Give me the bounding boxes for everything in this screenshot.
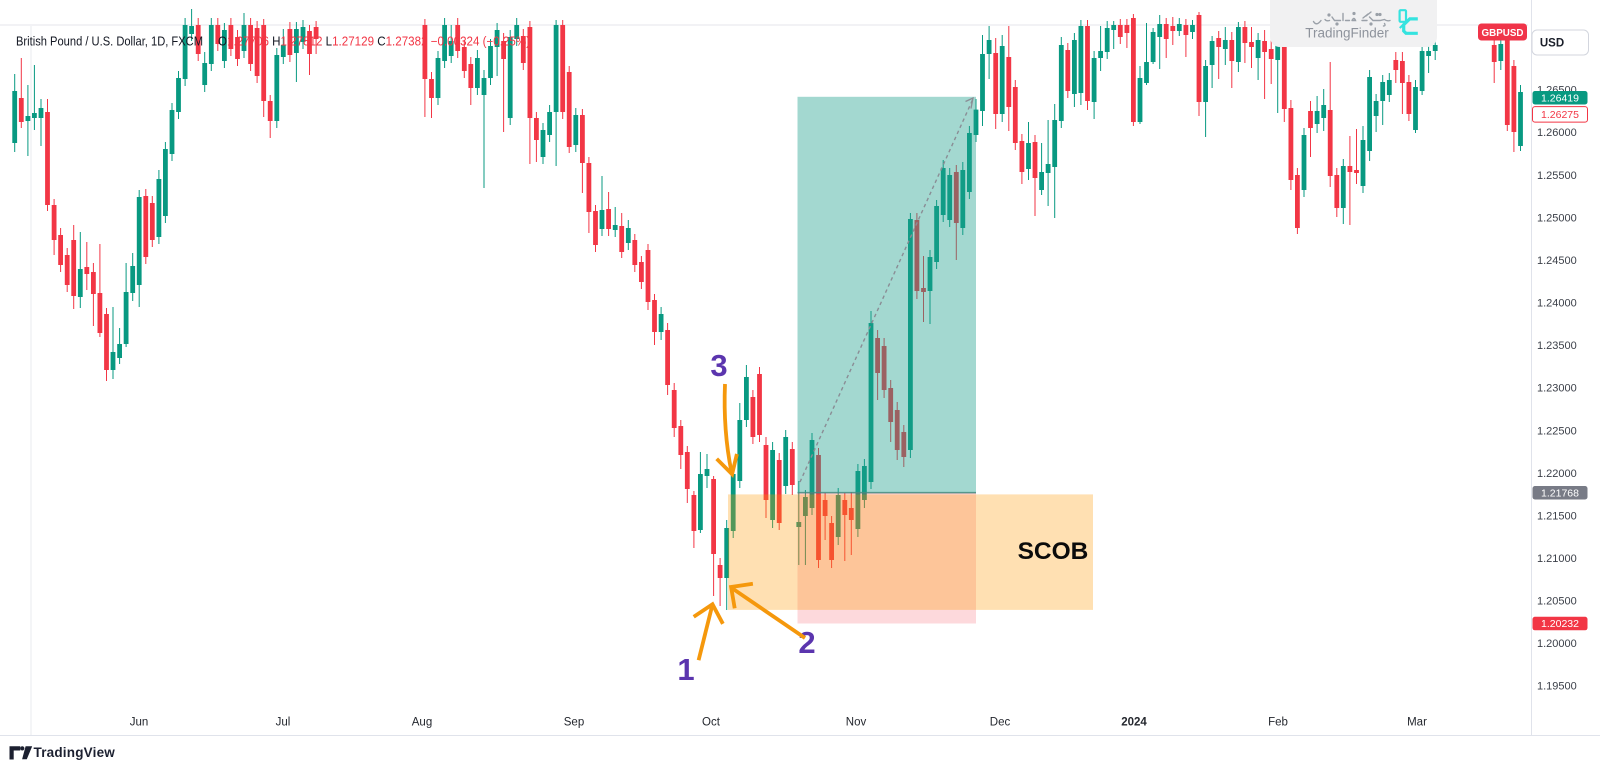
svg-text:1.25000: 1.25000	[1537, 212, 1577, 224]
svg-text:Feb: Feb	[1268, 717, 1288, 729]
svg-text:Oct: Oct	[702, 717, 721, 729]
svg-text:1.21500: 1.21500	[1537, 510, 1577, 522]
svg-text:1.24500: 1.24500	[1537, 255, 1577, 267]
svg-text:Jun: Jun	[130, 717, 149, 729]
svg-text:TradingView: TradingView	[34, 745, 116, 760]
svg-text:Jul: Jul	[276, 717, 291, 729]
svg-text:2024: 2024	[1121, 717, 1147, 729]
svg-text:USD: USD	[1540, 38, 1564, 50]
svg-text:1.20500: 1.20500	[1537, 596, 1577, 608]
svg-text:1.21000: 1.21000	[1537, 553, 1577, 565]
svg-text:Sep: Sep	[564, 717, 584, 729]
svg-text:British Pound / U.S. Dollar, 1: British Pound / U.S. Dollar, 1D, FXCM	[16, 35, 203, 49]
svg-text:1.26275: 1.26275	[1541, 109, 1579, 121]
svg-text:Nov: Nov	[846, 717, 867, 729]
svg-text:3: 3	[710, 348, 727, 383]
svg-text:1.26419: 1.26419	[1541, 92, 1579, 104]
svg-text:1: 1	[677, 652, 694, 687]
svg-text:1.21768: 1.21768	[1541, 487, 1579, 499]
svg-text:SCOB: SCOB	[1018, 538, 1089, 565]
svg-text:1.22500: 1.22500	[1537, 425, 1577, 437]
svg-text:GBPUSD: GBPUSD	[1482, 28, 1524, 39]
svg-text:1.22000: 1.22000	[1537, 468, 1577, 480]
svg-text:1.25500: 1.25500	[1537, 170, 1577, 182]
svg-text:TradingFinder: TradingFinder	[1305, 26, 1389, 41]
svg-text:1.20000: 1.20000	[1537, 638, 1577, 650]
svg-text:Mar: Mar	[1407, 717, 1427, 729]
svg-text:Aug: Aug	[412, 717, 432, 729]
svg-text:Dec: Dec	[990, 717, 1011, 729]
svg-text:1.23500: 1.23500	[1537, 340, 1577, 352]
svg-text:1.24000: 1.24000	[1537, 298, 1577, 310]
svg-text:2: 2	[798, 625, 815, 660]
svg-text:1.20232: 1.20232	[1541, 618, 1579, 630]
svg-text:1.23000: 1.23000	[1537, 383, 1577, 395]
svg-text:1.26000: 1.26000	[1537, 127, 1577, 139]
svg-text:O1.27706 H1.27812 L1.27129 C1.: O1.27706 H1.27812 L1.27129 C1.27382 −0.0…	[218, 35, 530, 49]
svg-text:1.19500: 1.19500	[1537, 681, 1577, 693]
